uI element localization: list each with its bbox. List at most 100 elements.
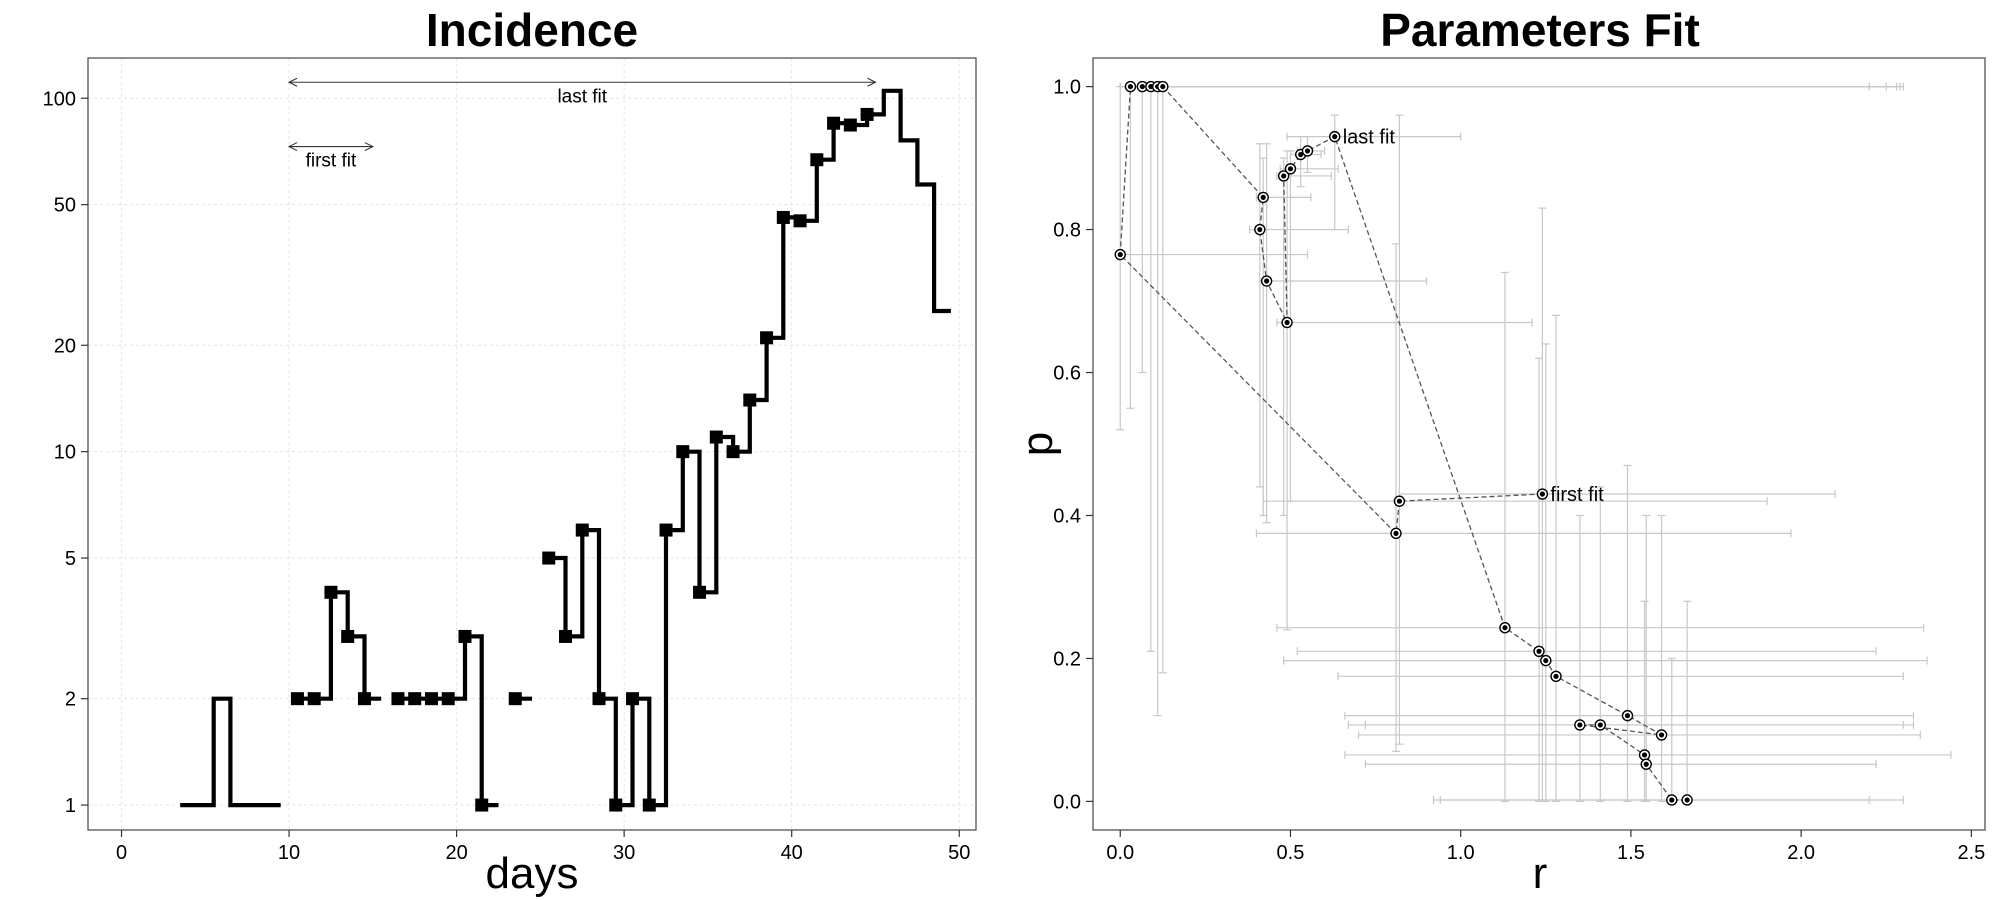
incidence-marker bbox=[676, 445, 690, 459]
parameters-fit-plot-frame bbox=[1092, 57, 1986, 831]
parameters-fit-x-tick-label: 1.0 bbox=[1447, 842, 1475, 864]
parameters-fit-point-core bbox=[1597, 722, 1603, 728]
incidence-plot-frame bbox=[87, 57, 977, 831]
incidence-marker bbox=[760, 331, 774, 345]
incidence-marker bbox=[575, 523, 589, 537]
parameters-fit-y-tick-label: 0.4 bbox=[1053, 505, 1081, 527]
incidence-y-tick-label: 5 bbox=[65, 548, 76, 570]
incidence-fit-range-arrow-left bbox=[287, 142, 298, 152]
parameters-fit-annotation: first fit bbox=[1550, 484, 1604, 506]
parameters-fit-y-tick-label: 0.8 bbox=[1053, 220, 1081, 242]
parameters-fit-point-core bbox=[1393, 530, 1399, 536]
parameters-fit-point-core bbox=[1160, 83, 1166, 90]
parameters-fit-y-axis-label: p bbox=[1013, 432, 1062, 456]
incidence-fit-range-label: last fit bbox=[557, 86, 607, 107]
incidence-marker bbox=[776, 210, 790, 224]
parameters-fit-point-core bbox=[1287, 166, 1294, 172]
incidence-y-tick-label: 1 bbox=[65, 795, 76, 817]
parameters-fit-point-core bbox=[1260, 194, 1266, 200]
incidence-marker bbox=[860, 107, 874, 121]
parameters-fit-point-core bbox=[1304, 148, 1311, 154]
incidence-marker bbox=[659, 523, 673, 537]
parameters-fit-point-core bbox=[1257, 226, 1263, 233]
parameters-fit-x-tick-label: 0.5 bbox=[1277, 842, 1305, 864]
parameters-fit-point-core bbox=[1669, 797, 1675, 803]
incidence-marker bbox=[542, 551, 556, 565]
parameters-fit-point-core bbox=[1543, 657, 1549, 664]
parameters-fit-point-core bbox=[1281, 173, 1287, 179]
parameters-fit-point-core bbox=[1641, 752, 1648, 758]
parameters-fit-point-core bbox=[1502, 625, 1508, 631]
incidence-marker bbox=[324, 585, 338, 599]
incidence-annotations: last fit first fit bbox=[287, 77, 877, 172]
incidence-marker bbox=[508, 692, 522, 706]
incidence-grid bbox=[88, 58, 976, 830]
incidence-fit-range-label: first fit bbox=[306, 151, 357, 172]
incidence-x-tick-label: 0 bbox=[116, 842, 127, 864]
incidence-marker bbox=[609, 798, 623, 812]
parameters-fit-point-core bbox=[1117, 251, 1123, 258]
incidence-marker bbox=[307, 692, 321, 706]
incidence-series bbox=[180, 88, 951, 812]
incidence-y-tick-label: 2 bbox=[65, 689, 76, 711]
incidence-marker bbox=[810, 153, 824, 167]
parameters-fit-panel: Parameters Fit 0.0 0.5 1.0 1.5 2.0 2.50.00.20… bbox=[1013, 4, 1986, 898]
parameters-fit-y-tick-label: 0.6 bbox=[1053, 363, 1081, 385]
parameters-fit-y-tick-label: 1.0 bbox=[1053, 77, 1081, 99]
incidence-x-axis-label: days bbox=[486, 849, 579, 898]
parameters-fit-axis-ticks: 0.0 0.5 1.0 1.5 2.0 2.5 0.0 0.2 0.4 0.6 0.8 1.0 bbox=[1053, 77, 1985, 864]
parameters-fit-point-core bbox=[1298, 151, 1304, 158]
parameters-fit-x-axis-label: r bbox=[1533, 849, 1548, 898]
incidence-marker bbox=[726, 445, 740, 459]
parameters-fit-title: Parameters Fit bbox=[1380, 4, 1700, 56]
parameters-fit-point-core bbox=[1264, 278, 1270, 284]
parameters-fit-point-core bbox=[1332, 134, 1338, 140]
parameters-fit-point-core bbox=[1624, 713, 1631, 719]
parameters-fit-point-core bbox=[1127, 83, 1134, 90]
incidence-fit-range-arrow-right bbox=[364, 142, 375, 152]
incidence-marker bbox=[341, 629, 355, 643]
incidence-marker bbox=[827, 116, 841, 130]
incidence-marker bbox=[357, 692, 371, 706]
incidence-marker bbox=[793, 214, 807, 228]
incidence-y-tick-label: 10 bbox=[54, 442, 76, 464]
incidence-y-tick-label: 20 bbox=[54, 335, 76, 357]
parameters-fit-point-core bbox=[1139, 83, 1145, 90]
incidence-marker bbox=[642, 798, 656, 812]
incidence-axis-ticks: 0 10 20 30 40 50 1 2 5 10 20 50 100 bbox=[43, 88, 971, 864]
incidence-marker bbox=[391, 692, 405, 706]
incidence-marker bbox=[441, 692, 455, 706]
incidence-marker bbox=[592, 692, 606, 706]
incidence-marker bbox=[559, 629, 573, 643]
incidence-marker bbox=[475, 798, 489, 812]
incidence-x-tick-label: 20 bbox=[445, 842, 467, 864]
parameters-fit-points bbox=[1114, 80, 1693, 806]
incidence-x-tick-label: 40 bbox=[781, 842, 803, 864]
incidence-fit-range-arrow-right bbox=[867, 77, 877, 87]
parameters-fit-annotations: last fit first fit bbox=[1343, 127, 1604, 506]
parameters-fit-y-tick-label: 0.2 bbox=[1053, 648, 1081, 670]
incidence-fit-range-arrow-left bbox=[287, 77, 298, 87]
parameters-fit-x-tick-label: 2.5 bbox=[1957, 842, 1985, 864]
parameters-fit-point-core bbox=[1539, 491, 1546, 497]
incidence-marker bbox=[408, 692, 422, 706]
parameters-fit-point-core bbox=[1284, 319, 1290, 326]
parameters-fit-point-core bbox=[1643, 761, 1649, 767]
parameters-fit-path bbox=[1119, 85, 1688, 801]
parameters-fit-point-core bbox=[1536, 648, 1542, 654]
parameters-fit-trajectory-line bbox=[1119, 85, 1688, 801]
parameters-fit-point-core bbox=[1684, 797, 1690, 803]
incidence-step-line bbox=[180, 88, 951, 808]
incidence-marker bbox=[626, 692, 640, 706]
parameters-fit-point-core bbox=[1577, 722, 1583, 728]
parameters-fit-x-tick-label: 0.0 bbox=[1106, 842, 1134, 864]
parameters-fit-annotation: last fit bbox=[1343, 127, 1396, 149]
incidence-marker bbox=[424, 692, 438, 706]
incidence-marker bbox=[458, 629, 472, 643]
incidence-y-tick-label: 50 bbox=[54, 195, 76, 217]
parameters-fit-x-tick-label: 2.0 bbox=[1787, 842, 1815, 864]
parameters-fit-point-core bbox=[1553, 673, 1559, 679]
incidence-x-tick-label: 10 bbox=[278, 842, 300, 864]
incidence-y-tick-label: 100 bbox=[43, 88, 76, 110]
